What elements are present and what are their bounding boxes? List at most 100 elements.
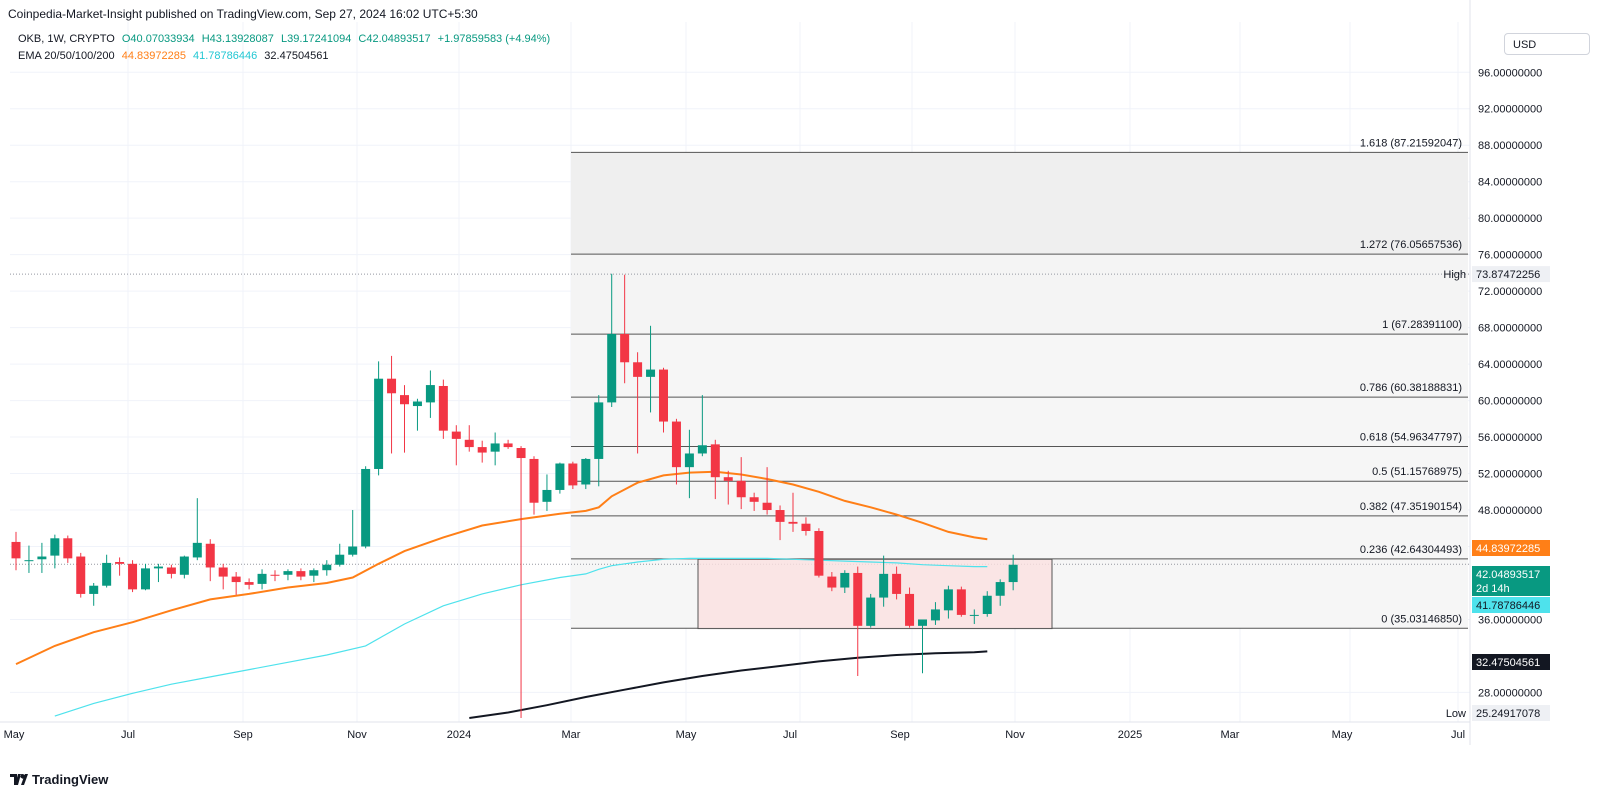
- candle-body: [892, 573, 902, 594]
- candle-body: [866, 597, 876, 626]
- candle-body: [37, 556, 47, 560]
- fibonacci-retracement[interactable]: 1.618 (87.21592047) 1.272 (76.05657536) 1 …: [10, 137, 1470, 629]
- time-tick-label: Jul: [121, 729, 135, 741]
- price-tick-label: 48.00000000: [1478, 505, 1542, 517]
- candle-body: [335, 554, 345, 565]
- fib-level-label: 0.786 (60.38188831): [1360, 382, 1462, 394]
- countdown-label: 2d 14h: [1476, 583, 1510, 595]
- ema-indicator-label[interactable]: EMA 20/50/100/200: [18, 50, 115, 62]
- candle-body: [840, 572, 850, 588]
- candle-body: [943, 589, 953, 611]
- fib-zone-band: [571, 397, 1468, 447]
- ema100-tag-bg: [1472, 654, 1550, 670]
- candle-body: [270, 574, 280, 576]
- time-tick-label: Jul: [783, 729, 797, 741]
- brand-label: TradingView: [32, 772, 109, 787]
- symbol-label[interactable]: OKB, 1W, CRYPTO: [18, 33, 115, 45]
- candle-body: [905, 593, 915, 626]
- high-value: H43.13928087: [201, 33, 274, 45]
- price-tick-label: 68.00000000: [1478, 323, 1542, 335]
- candle-body: [24, 560, 34, 562]
- candle-body: [166, 567, 176, 574]
- candle-body: [1008, 564, 1018, 583]
- time-tick-label: Nov: [1005, 729, 1025, 741]
- candle-body: [464, 439, 474, 448]
- candle-body: [425, 385, 435, 403]
- candle-body: [918, 619, 927, 626]
- candle-body: [451, 431, 461, 439]
- candle-body: [568, 463, 578, 486]
- candle-body: [969, 614, 979, 616]
- candle-body: [879, 573, 889, 598]
- close-tag-bg: [1472, 566, 1550, 596]
- time-tick-label: Sep: [890, 729, 910, 741]
- fib-level-label: 0.236 (42.64304493): [1360, 544, 1462, 556]
- candle-body: [179, 556, 189, 575]
- ohlc-legend[interactable]: OKB, 1W, CRYPTO O40.07033934 H43.1392808…: [18, 33, 554, 45]
- fib-level-label: 0 (35.03146850): [1381, 613, 1462, 625]
- candle-body: [218, 567, 228, 577]
- price-axis[interactable]: 96.00000000 92.00000000 88.00000000 84.0000…: [1478, 67, 1542, 699]
- fib-zone-band: [571, 515, 1468, 559]
- ema-legend[interactable]: EMA 20/50/100/200 44.83972285 41.7878644…: [18, 50, 333, 62]
- candle-body: [620, 334, 630, 363]
- currency-button[interactable]: USD: [1504, 33, 1590, 55]
- ema20-tag-bg: [1472, 540, 1550, 556]
- candle-body: [387, 378, 397, 394]
- candle-body: [322, 564, 332, 571]
- time-axis[interactable]: May Jul Sep Nov 2024 Mar May Jul Sep Nov 2025 Mar Ma…: [4, 729, 1465, 741]
- candle-body: [529, 458, 539, 503]
- candle-body: [115, 562, 125, 564]
- candlestick-series: [11, 273, 1018, 718]
- candle-body: [477, 447, 487, 453]
- candle-body: [930, 609, 940, 621]
- candle-body: [801, 523, 811, 531]
- low-value: 25.24917078: [1476, 708, 1540, 720]
- candle-body: [348, 546, 358, 555]
- candle-body: [684, 453, 694, 468]
- price-tick-label: 96.00000000: [1478, 67, 1542, 79]
- candle-body: [361, 468, 371, 547]
- high-tag-bg: [1472, 266, 1550, 283]
- price-tick-label: 80.00000000: [1478, 213, 1542, 225]
- fib-zone-band: [571, 254, 1468, 335]
- candle-body: [503, 443, 513, 448]
- time-tick-label: Mar: [1221, 729, 1240, 741]
- time-tick-label: May: [1332, 729, 1353, 741]
- candle-body: [853, 572, 863, 626]
- candle-body: [542, 489, 552, 502]
- candle-body: [89, 585, 99, 594]
- candle-body: [814, 530, 824, 576]
- candle-body: [749, 497, 759, 502]
- candle-body: [956, 589, 966, 615]
- price-tick-label: 52.00000000: [1478, 469, 1542, 481]
- ema-line: [15, 470, 988, 666]
- open-value: O40.07033934: [121, 33, 195, 45]
- candle-body: [555, 463, 565, 490]
- candle-body: [775, 510, 785, 522]
- low-tag-bg: [1472, 705, 1550, 721]
- price-tags: High 73.87472256 Low 25.24917078 44.83972285…: [1443, 266, 1550, 721]
- candle-body: [102, 562, 112, 586]
- candle-body: [50, 538, 60, 556]
- price-tick-label: 28.00000000: [1478, 687, 1542, 699]
- fib-level-label: 0.5 (51.15768975): [1372, 466, 1462, 478]
- price-tick-label: 60.00000000: [1478, 396, 1542, 408]
- ema50-tag: 41.78786446: [1476, 600, 1540, 612]
- fib-level-label: 1.618 (87.21592047): [1360, 137, 1462, 149]
- ema50-tag-bg: [1472, 597, 1550, 613]
- candle-body: [736, 480, 746, 498]
- candle-body: [128, 563, 138, 590]
- tradingview-logo[interactable]: TradingView: [10, 772, 108, 788]
- candle-body: [607, 334, 617, 403]
- time-tick-label: Nov: [347, 729, 367, 741]
- price-tick-label: 36.00000000: [1478, 614, 1542, 626]
- publisher-line: Coinpedia-Market-Insight published on Tr…: [8, 7, 478, 21]
- time-tick-label: May: [676, 729, 697, 741]
- candle-body: [762, 502, 772, 511]
- high-value: 73.87472256: [1476, 269, 1540, 281]
- fib-level-label: 0.382 (47.35190154): [1360, 501, 1462, 513]
- candle-body: [594, 402, 604, 459]
- candle-body: [723, 477, 733, 481]
